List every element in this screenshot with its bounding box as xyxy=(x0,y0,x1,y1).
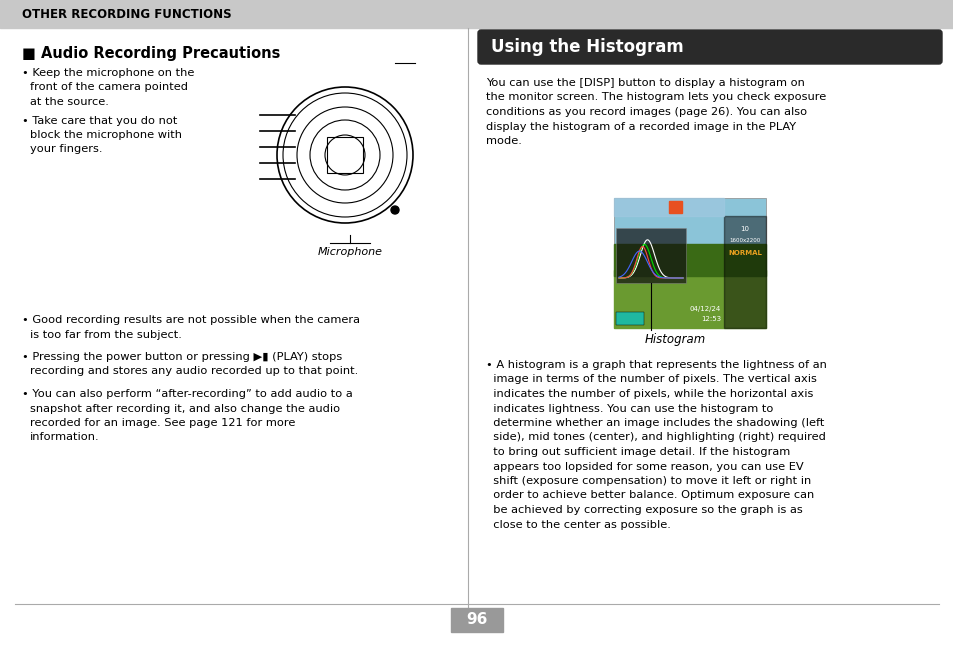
Text: • Pressing the power button or pressing ▶▮ (PLAY) stops: • Pressing the power button or pressing … xyxy=(22,352,342,362)
Bar xyxy=(616,312,643,325)
Text: Using the Histogram: Using the Histogram xyxy=(491,38,683,56)
Text: • Take care that you do not: • Take care that you do not xyxy=(22,116,177,125)
Text: ■ Audio Recording Precautions: ■ Audio Recording Precautions xyxy=(22,46,280,61)
Text: • You can also perform “after-recording” to add audio to a: • You can also perform “after-recording”… xyxy=(22,389,353,399)
Text: 1600x2200: 1600x2200 xyxy=(729,238,760,243)
Text: 04/12/24: 04/12/24 xyxy=(689,306,720,312)
Text: close to the center as possible.: close to the center as possible. xyxy=(485,519,670,530)
Bar xyxy=(723,216,765,328)
Text: OTHER RECORDING FUNCTIONS: OTHER RECORDING FUNCTIONS xyxy=(22,8,232,21)
Text: indicates the number of pixels, while the horizontal axis: indicates the number of pixels, while th… xyxy=(485,389,813,399)
Text: snapshot after recording it, and also change the audio: snapshot after recording it, and also ch… xyxy=(30,404,340,413)
Text: You can use the [DISP] button to display a histogram on: You can use the [DISP] button to display… xyxy=(485,78,804,88)
Text: determine whether an image includes the shadowing (left: determine whether an image includes the … xyxy=(485,418,823,428)
Text: shift (exposure compensation) to move it left or right in: shift (exposure compensation) to move it… xyxy=(485,476,810,486)
Text: be achieved by correcting exposure so the graph is as: be achieved by correcting exposure so th… xyxy=(485,505,801,515)
Bar xyxy=(614,198,765,328)
Text: • A histogram is a graph that represents the lightness of an: • A histogram is a graph that represents… xyxy=(485,360,826,370)
Bar xyxy=(614,269,765,328)
Text: recording and stores any audio recorded up to that point.: recording and stores any audio recorded … xyxy=(30,366,358,377)
Text: mode.: mode. xyxy=(485,136,521,146)
Text: Microphone: Microphone xyxy=(317,247,382,257)
Bar xyxy=(451,608,502,632)
Text: recorded for an image. See page 121 for more: recorded for an image. See page 121 for … xyxy=(30,418,295,428)
Text: image in terms of the number of pixels. The vertical axis: image in terms of the number of pixels. … xyxy=(485,375,816,384)
Text: • Keep the microphone on the: • Keep the microphone on the xyxy=(22,68,194,78)
Text: • Good recording results are not possible when the camera: • Good recording results are not possibl… xyxy=(22,315,359,325)
Bar xyxy=(0,0,953,28)
Text: Histogram: Histogram xyxy=(643,333,705,346)
Text: conditions as you record images (page 26). You can also: conditions as you record images (page 26… xyxy=(485,107,806,117)
Text: to bring out sufficient image detail. If the histogram: to bring out sufficient image detail. If… xyxy=(485,447,789,457)
Text: block the microphone with: block the microphone with xyxy=(30,130,182,140)
Text: NORMAL: NORMAL xyxy=(727,250,761,256)
Bar xyxy=(668,201,681,213)
Text: 96: 96 xyxy=(466,612,487,627)
Text: side), mid tones (center), and highlighting (right) required: side), mid tones (center), and highlight… xyxy=(485,433,825,443)
Bar xyxy=(616,228,685,283)
Text: 12:53: 12:53 xyxy=(700,316,720,322)
Bar xyxy=(327,137,363,173)
Text: information.: information. xyxy=(30,433,99,443)
Text: display the histogram of a recorded image in the PLAY: display the histogram of a recorded imag… xyxy=(485,121,796,132)
Text: the monitor screen. The histogram lets you check exposure: the monitor screen. The histogram lets y… xyxy=(485,92,825,103)
Bar xyxy=(614,244,765,276)
Circle shape xyxy=(391,206,398,214)
Text: indicates lightness. You can use the histogram to: indicates lightness. You can use the his… xyxy=(485,404,773,413)
Text: is too far from the subject.: is too far from the subject. xyxy=(30,329,182,340)
Bar xyxy=(614,198,723,216)
Text: front of the camera pointed: front of the camera pointed xyxy=(30,83,188,92)
Text: your fingers.: your fingers. xyxy=(30,145,102,154)
FancyBboxPatch shape xyxy=(477,30,941,64)
Text: 10: 10 xyxy=(740,226,749,232)
Text: at the source.: at the source. xyxy=(30,97,109,107)
Text: appears too lopsided for some reason, you can use EV: appears too lopsided for some reason, yo… xyxy=(485,461,802,472)
Bar xyxy=(254,58,419,233)
Text: order to achieve better balance. Optimum exposure can: order to achieve better balance. Optimum… xyxy=(485,490,814,501)
